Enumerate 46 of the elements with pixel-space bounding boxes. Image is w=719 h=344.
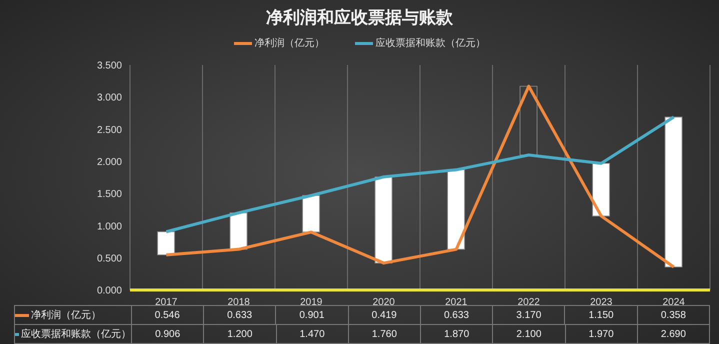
data-label: 0.906	[132, 325, 204, 343]
x-tick-label: 2018	[228, 297, 250, 308]
data-label: 1.150	[588, 310, 614, 320]
x-tick-label: 2024	[662, 297, 686, 308]
data-label: 0.633	[444, 310, 469, 320]
chart-title: 净利润和应收票据与账款	[265, 7, 454, 29]
y-tick-label: 3.000	[96, 92, 122, 104]
y-tick-label: 3.500	[96, 60, 122, 72]
text: 净利润（亿元）	[31, 310, 101, 321]
data-label: 1.760	[348, 325, 421, 343]
x-tick-label: 2020	[372, 297, 396, 308]
data-label: 1.870	[421, 325, 494, 343]
data-label: 1.970	[566, 325, 638, 343]
bar	[592, 162, 610, 216]
data-label: 1.200	[204, 325, 276, 343]
y-tick-label: 0.500	[96, 253, 122, 264]
line-series	[164, 84, 676, 268]
x-tick-label: 2019	[300, 297, 323, 308]
data-label: 0.633	[227, 310, 252, 320]
y-tick-label: 2.500	[96, 124, 122, 136]
data-label: 3.170	[516, 310, 542, 320]
legend-label: 应收票据和账款（亿元）	[376, 36, 486, 50]
x-tick-label: 2023	[590, 297, 613, 308]
y-tick-label: 1.000	[96, 221, 122, 232]
x-tick-label: 2022	[518, 297, 540, 308]
bar	[230, 212, 248, 250]
bar	[302, 195, 320, 232]
text: 应收票据和账款（亿元）	[21, 329, 131, 340]
bar	[374, 176, 392, 264]
bar	[157, 231, 175, 256]
y-tick-label: 2.000	[96, 156, 122, 168]
data-label: 0.358	[660, 310, 686, 320]
data-label: 0.546	[154, 310, 180, 320]
bar	[447, 169, 465, 250]
data-label: 1.470	[276, 325, 349, 343]
y-tick-label: 0.000	[96, 286, 122, 297]
x-tick-label: 2021	[445, 297, 468, 308]
line-series	[164, 116, 676, 234]
y-tick-label: 1.500	[96, 189, 122, 200]
data-label: 2.690	[638, 325, 710, 343]
legend-label: 净利润（亿元）	[254, 36, 324, 50]
bar	[664, 116, 682, 268]
x-tick-label: 2017	[155, 297, 178, 308]
data-label: 2.100	[493, 325, 566, 343]
data-label: 0.419	[372, 310, 397, 320]
data-label: 0.901	[299, 310, 324, 320]
